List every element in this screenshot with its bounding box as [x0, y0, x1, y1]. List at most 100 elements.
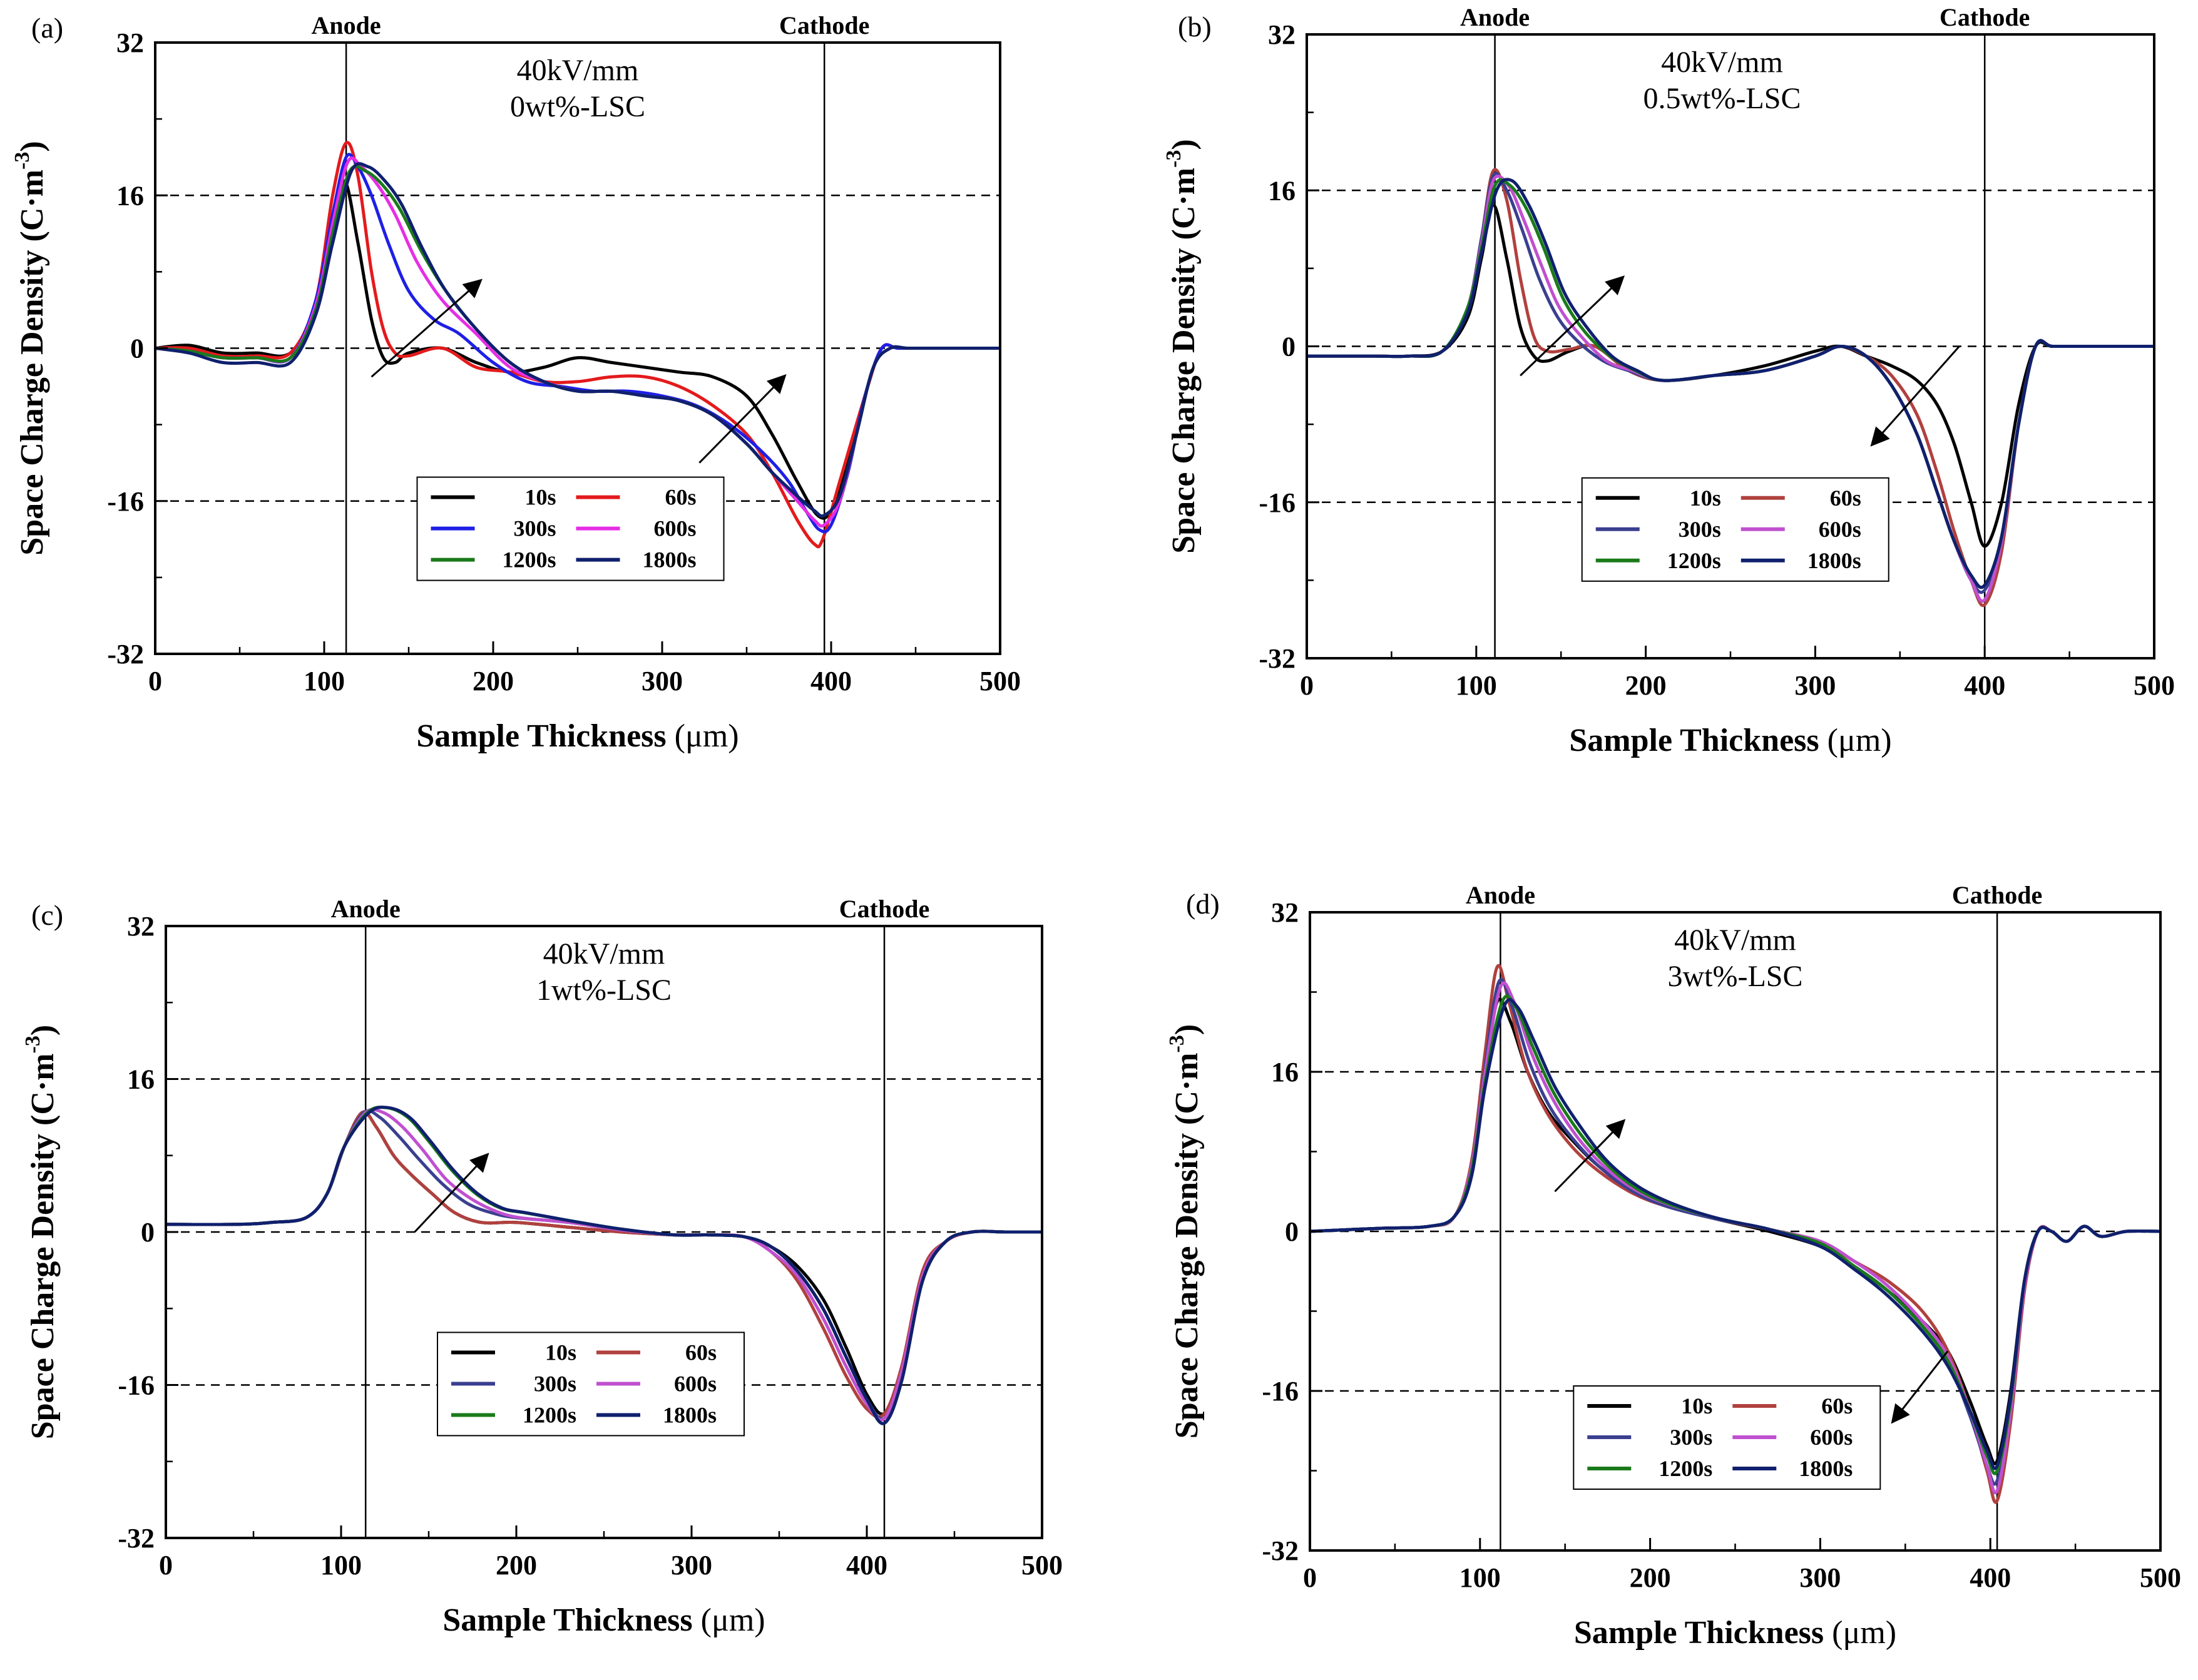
y-axis-title-close: ) — [25, 1025, 61, 1036]
x-tick-label: 0 — [159, 1550, 173, 1581]
x-tick-label: 200 — [496, 1550, 537, 1581]
x-axis-title: Sample Thickness (μm) — [1574, 1615, 1896, 1651]
y-axis-title: Space Charge Density (C·m-3) — [21, 1025, 61, 1439]
legend: 10s 60s 300s 600s 1200s 1800s — [1581, 477, 1889, 582]
legend-label: 10s — [545, 1340, 576, 1365]
legend-item-1800s: 1800s — [1732, 1456, 1853, 1481]
y-tick-label: -32 — [1262, 1535, 1299, 1566]
x-tick-label: 400 — [846, 1550, 887, 1581]
chart-panel-1: (a) Anode Cathode 0 100 200 300 400 500 -32 -16 0 16… — [11, 11, 1021, 754]
legend-label: 600s — [1819, 517, 1861, 542]
legend-item-10s: 10s — [1595, 486, 1721, 511]
legend-label: 1200s — [1659, 1456, 1712, 1481]
legend-item-10s: 10s — [1587, 1393, 1712, 1418]
y-tick-label: 0 — [1285, 1216, 1299, 1247]
legend-label: 1800s — [1799, 1456, 1853, 1481]
y-axis-title-close: ) — [1166, 139, 1202, 150]
x-tick-label: 0 — [148, 666, 162, 696]
trend-arrow — [1520, 275, 1625, 377]
trend-arrow — [698, 374, 787, 464]
trend-arrow — [371, 278, 483, 378]
legend-label: 600s — [674, 1371, 717, 1396]
y-tick-label: -16 — [118, 1370, 155, 1401]
legend-label: 300s — [534, 1371, 576, 1396]
x-tick-label: 100 — [1459, 1562, 1501, 1593]
x-tick-label: 200 — [1630, 1562, 1671, 1593]
legend-item-600s: 600s — [596, 1371, 717, 1396]
y-axis-title-close: ) — [1169, 1024, 1205, 1035]
legend-item-1800s: 1800s — [596, 1402, 717, 1427]
y-axis-title-text: Space Charge Density — [1166, 240, 1202, 554]
legend-item-300s: 300s — [451, 1371, 576, 1396]
panel-label: (d) — [1186, 888, 1220, 920]
x-tick-label: 300 — [1794, 670, 1836, 701]
y-axis-title-unit: (C·m — [1169, 1052, 1205, 1125]
x-axis-title: Sample Thickness (μm) — [416, 718, 739, 754]
y-tick-label: 16 — [116, 180, 144, 211]
x-axis-title: Sample Thickness (μm) — [442, 1602, 765, 1638]
y-axis-title-sup: -3 — [21, 1036, 44, 1053]
x-tick-label: 100 — [320, 1550, 362, 1581]
chart-panel-2: (b) Anode Cathode 0 100 200 300 400 500 -32 -16 0 16… — [1162, 3, 2175, 758]
legend-item-10s: 10s — [431, 485, 556, 510]
series-line-1800s — [1307, 178, 2154, 589]
y-tick-label: 32 — [116, 28, 144, 58]
annotation-line: 3wt%-LSC — [1668, 960, 1803, 993]
legend-item-300s: 300s — [1587, 1425, 1712, 1450]
series-line-1800s — [155, 162, 1000, 518]
series-group — [166, 1106, 1042, 1425]
y-axis-title-unit: (C·m — [25, 1053, 61, 1126]
legend-label: 1800s — [642, 547, 696, 573]
series-line-10s — [155, 179, 1000, 520]
series-group — [1307, 168, 2154, 608]
x-tick-label: 200 — [473, 666, 514, 696]
x-tick-label: 0 — [1303, 1562, 1317, 1593]
legend-item-60s: 60s — [576, 485, 697, 510]
x-tick-label: 500 — [2134, 670, 2175, 701]
trend-arrow — [1891, 1350, 1949, 1424]
y-tick-label: 16 — [1271, 1057, 1299, 1087]
y-tick-label: 0 — [130, 333, 144, 364]
legend-label: 1800s — [1807, 548, 1861, 573]
annotation-line: 40kV/mm — [543, 937, 665, 970]
legend: 10s 60s 300s 600s 1200s 1800s — [416, 476, 725, 581]
legend-item-600s: 600s — [1741, 517, 1861, 542]
x-axis-title-text: Sample Thickness — [442, 1602, 700, 1638]
x-axis-title-unit: (μm) — [1832, 1615, 1896, 1651]
series-line-600s — [155, 156, 1000, 528]
y-tick-label: -32 — [1259, 643, 1296, 674]
x-tick-label: 100 — [1456, 670, 1497, 701]
annotation-line: 40kV/mm — [517, 54, 639, 87]
trend-arrow — [414, 1153, 489, 1233]
legend-label: 10s — [1681, 1393, 1712, 1418]
y-tick-label: 32 — [1271, 897, 1299, 928]
legend-item-60s: 60s — [596, 1340, 717, 1365]
legend-label: 1200s — [523, 1402, 576, 1427]
legend-item-600s: 600s — [576, 516, 697, 541]
legend-item-60s: 60s — [1741, 486, 1861, 511]
legend-item-1200s: 1200s — [1595, 548, 1721, 573]
x-axis-title-unit: (μm) — [701, 1602, 765, 1638]
x-axis-title-unit: (μm) — [675, 718, 739, 754]
chart-panel-4: (d) Anode Cathode 0 100 200 300 400 500 -32 -16 0 16… — [1165, 881, 2181, 1651]
electrode-label: Anode — [1466, 881, 1535, 909]
y-axis-title: Space Charge Density (C·m-3) — [1162, 139, 1202, 553]
x-tick-label: 300 — [642, 666, 683, 696]
legend: 10s 60s 300s 600s 1200s 1800s — [437, 1331, 745, 1437]
x-axis-title-unit: (μm) — [1827, 723, 1892, 758]
electrode-label: Anode — [1460, 3, 1530, 31]
y-tick-label: -16 — [1259, 487, 1296, 518]
electrode-label: Anode — [312, 11, 381, 39]
y-tick-label: 16 — [127, 1064, 155, 1095]
y-tick-label: -32 — [118, 1523, 155, 1554]
x-tick-label: 500 — [1021, 1550, 1063, 1581]
electrode-label: Cathode — [1952, 881, 2042, 909]
y-tick-label: -16 — [107, 486, 144, 517]
x-tick-label: 500 — [979, 666, 1021, 696]
y-tick-label: 16 — [1268, 175, 1296, 206]
y-axis-title-unit: (C·m — [1166, 168, 1202, 240]
series-group — [1310, 964, 2160, 1504]
legend-item-1200s: 1200s — [1587, 1456, 1712, 1481]
y-axis-title-close: ) — [14, 141, 50, 151]
y-axis-title-sup: -3 — [1162, 150, 1185, 168]
